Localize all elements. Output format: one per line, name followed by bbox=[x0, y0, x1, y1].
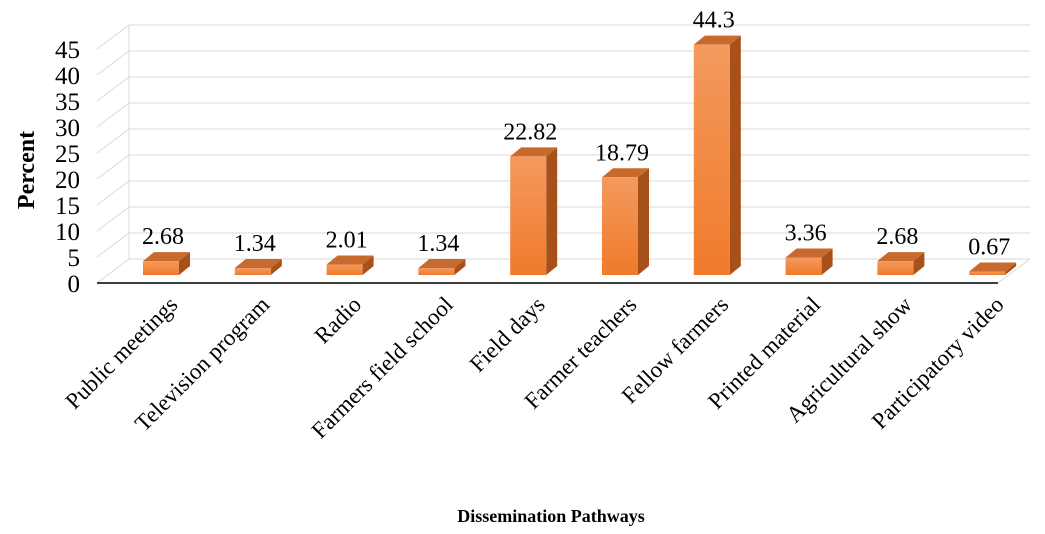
gridline-side bbox=[96, 24, 130, 50]
bar bbox=[785, 248, 833, 275]
bar-side bbox=[362, 255, 374, 275]
y-tick-label: 5 bbox=[68, 245, 81, 272]
bar-side bbox=[546, 147, 558, 275]
gridline-side bbox=[96, 102, 130, 128]
gridline-side bbox=[96, 258, 130, 284]
y-tick-label: 25 bbox=[55, 141, 80, 168]
y-tick-label: 45 bbox=[55, 37, 80, 64]
floor-right-edge bbox=[997, 258, 1031, 284]
data-label: 18.79 bbox=[595, 140, 649, 166]
bar bbox=[877, 252, 925, 275]
bar-side bbox=[913, 252, 925, 275]
y-tick-label: 15 bbox=[55, 193, 80, 220]
gridline-side bbox=[96, 154, 130, 180]
bar-top bbox=[969, 262, 1017, 272]
bar bbox=[969, 262, 1017, 275]
bar-front bbox=[969, 271, 1006, 275]
bar-top bbox=[418, 259, 466, 269]
gridline-side bbox=[96, 76, 130, 102]
bar-front bbox=[510, 156, 547, 275]
data-label: 1.34 bbox=[234, 231, 276, 257]
bar-top bbox=[602, 168, 649, 178]
data-label: 1.34 bbox=[417, 231, 459, 257]
bar-side bbox=[729, 35, 741, 275]
bar-top bbox=[510, 147, 558, 157]
x-category-label: Field days bbox=[465, 292, 550, 377]
bar-front bbox=[785, 257, 822, 275]
bar-side bbox=[454, 259, 466, 275]
data-label: 44.3 bbox=[693, 8, 735, 34]
data-label: 0.67 bbox=[968, 235, 1010, 261]
bar-front bbox=[234, 268, 271, 275]
bar bbox=[326, 255, 374, 275]
bar-front bbox=[877, 261, 914, 275]
bar-front bbox=[693, 44, 730, 275]
bar-side bbox=[179, 252, 190, 275]
data-label: 2.01 bbox=[326, 228, 368, 254]
bar bbox=[418, 259, 466, 275]
bar bbox=[602, 168, 649, 275]
x-category-label: Radio bbox=[310, 292, 367, 349]
bar-top bbox=[785, 248, 833, 258]
bar bbox=[510, 147, 558, 275]
bar-side bbox=[270, 259, 282, 275]
gridline-side bbox=[96, 180, 130, 206]
y-tick-label: 40 bbox=[55, 63, 80, 90]
y-tick-label: 20 bbox=[55, 167, 80, 194]
bar bbox=[143, 252, 190, 275]
bar-side bbox=[1005, 262, 1017, 275]
bar bbox=[234, 259, 282, 275]
data-label: 3.36 bbox=[785, 221, 827, 247]
y-tick-label: 30 bbox=[55, 115, 80, 142]
bar-top bbox=[693, 35, 741, 45]
y-tick-label: 10 bbox=[55, 219, 80, 246]
bar-top bbox=[143, 252, 190, 262]
y-axis-title: Percent bbox=[14, 131, 40, 209]
data-label: 2.68 bbox=[142, 224, 184, 250]
y-tick-label: 35 bbox=[55, 89, 80, 116]
bars bbox=[143, 35, 1017, 275]
bar-front bbox=[143, 261, 179, 275]
bar-top bbox=[326, 255, 374, 265]
gridline-side bbox=[96, 50, 130, 76]
gridline-side bbox=[96, 206, 130, 232]
bar-top bbox=[234, 259, 282, 269]
bar-top bbox=[877, 252, 925, 262]
gridlines bbox=[96, 24, 1031, 284]
bar-side bbox=[821, 248, 833, 275]
bar-side bbox=[638, 168, 649, 275]
bar bbox=[693, 35, 741, 275]
bar-front bbox=[326, 264, 363, 275]
y-tick-label: 0 bbox=[68, 271, 81, 298]
data-labels: 2.68 1.34 2.01 1.34 22.82 18.79 44.3 3.36 2.68 0.… bbox=[142, 8, 1010, 261]
data-label: 22.82 bbox=[503, 119, 557, 145]
bar-front bbox=[602, 177, 638, 275]
gridline-side bbox=[96, 232, 130, 258]
x-axis-title: Dissemination Pathways bbox=[457, 506, 645, 526]
gridline-side bbox=[96, 128, 130, 154]
bar-front bbox=[418, 268, 455, 275]
data-label: 2.68 bbox=[876, 224, 918, 250]
